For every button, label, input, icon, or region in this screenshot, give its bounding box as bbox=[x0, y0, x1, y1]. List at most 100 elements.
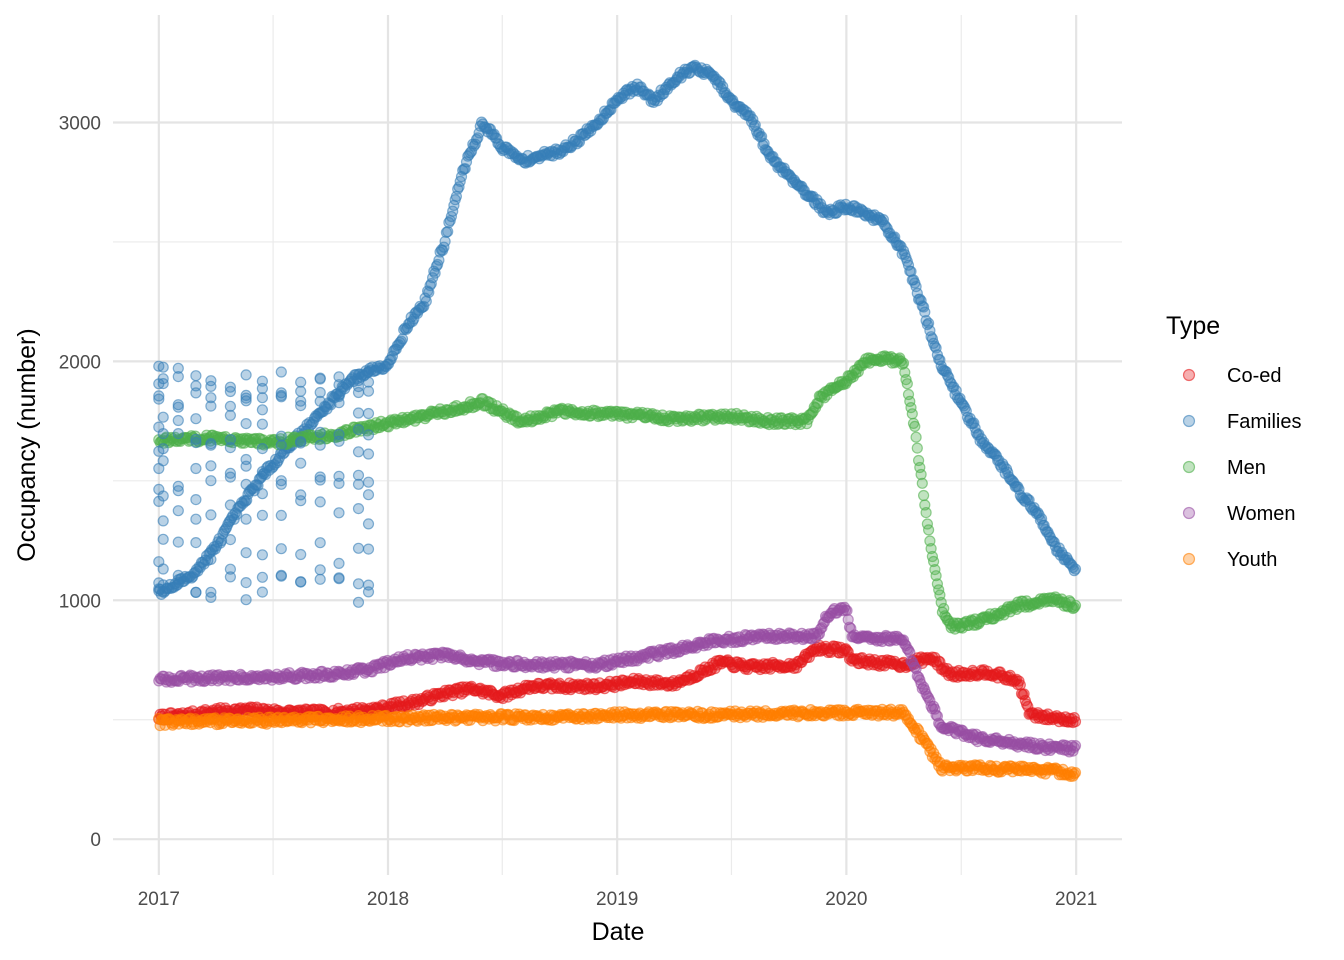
data-point bbox=[333, 557, 345, 570]
data-point bbox=[157, 533, 169, 545]
data-point bbox=[205, 586, 217, 598]
data-point bbox=[362, 518, 375, 530]
data-point bbox=[224, 499, 236, 511]
data-point bbox=[157, 563, 169, 575]
data-point bbox=[172, 480, 184, 492]
data-point bbox=[256, 571, 268, 583]
legend-key bbox=[1182, 368, 1196, 382]
data-point bbox=[295, 400, 307, 412]
x-tick-label: 2018 bbox=[367, 889, 409, 910]
data-point bbox=[314, 386, 326, 399]
data-point bbox=[897, 357, 910, 369]
x-axis-tick-labels: 2017 2018 2019 2020 2021 bbox=[138, 889, 1098, 910]
major-gridlines bbox=[113, 15, 1122, 875]
data-point bbox=[205, 475, 217, 487]
data-point bbox=[153, 390, 165, 402]
data-point bbox=[314, 439, 326, 451]
x-tick-label: 2020 bbox=[825, 889, 867, 910]
data-point bbox=[157, 428, 169, 440]
series-families-scatter bbox=[153, 360, 375, 608]
data-point bbox=[190, 370, 202, 382]
data-point bbox=[439, 235, 451, 247]
data-point bbox=[224, 434, 236, 446]
x-tick-label: 2017 bbox=[138, 889, 180, 910]
data-point bbox=[256, 375, 268, 387]
data-point bbox=[1069, 715, 1082, 728]
data-point bbox=[224, 467, 236, 479]
data-point bbox=[314, 564, 326, 576]
data-point bbox=[205, 438, 217, 450]
data-point bbox=[224, 563, 236, 575]
data-point bbox=[362, 579, 375, 591]
data-point bbox=[418, 300, 430, 313]
legend-label: Women bbox=[1227, 503, 1296, 525]
data-point bbox=[916, 477, 928, 489]
data-point bbox=[157, 579, 169, 591]
data-point bbox=[333, 391, 345, 403]
data-point bbox=[1069, 739, 1082, 752]
data-point bbox=[240, 478, 252, 490]
data-point bbox=[910, 431, 922, 443]
data-point bbox=[224, 409, 236, 421]
data-point bbox=[172, 414, 184, 427]
data-point bbox=[442, 226, 454, 238]
data-point bbox=[295, 576, 307, 588]
data-point bbox=[240, 594, 252, 606]
data-point bbox=[314, 373, 326, 385]
data-point bbox=[172, 362, 184, 374]
data-point bbox=[172, 505, 184, 517]
data-point bbox=[190, 437, 202, 449]
data-point bbox=[275, 366, 287, 378]
data-point bbox=[256, 392, 268, 404]
data-point bbox=[190, 494, 202, 506]
data-point bbox=[841, 604, 853, 617]
y-tick-label: 3000 bbox=[59, 114, 101, 135]
x-tick-label: 2021 bbox=[1055, 889, 1097, 910]
data-point bbox=[224, 400, 236, 412]
data-point bbox=[275, 430, 287, 442]
data-point bbox=[906, 408, 918, 420]
data-point bbox=[920, 506, 932, 519]
data-point bbox=[362, 407, 375, 420]
data-point bbox=[190, 536, 202, 549]
data-point bbox=[352, 542, 365, 554]
data-point bbox=[911, 442, 923, 454]
data-point bbox=[205, 509, 217, 521]
data-point bbox=[362, 365, 375, 378]
data-point bbox=[275, 475, 287, 487]
data-point bbox=[240, 453, 252, 466]
data-point bbox=[256, 488, 268, 500]
data-point bbox=[333, 477, 345, 489]
data-point bbox=[172, 536, 184, 548]
data-point bbox=[190, 462, 202, 475]
legend-label: Co-ed bbox=[1227, 365, 1281, 387]
legend-key bbox=[1182, 552, 1196, 566]
legend-title: Type bbox=[1166, 312, 1220, 340]
y-axis-tick-labels: 0 1000 2000 3000 bbox=[59, 114, 101, 852]
legend-label: Men bbox=[1227, 457, 1266, 479]
data-point bbox=[157, 361, 169, 373]
data-point bbox=[256, 466, 268, 478]
data-points bbox=[153, 59, 1082, 783]
series-families bbox=[153, 59, 1082, 601]
data-point bbox=[352, 596, 365, 608]
data-point bbox=[922, 524, 935, 536]
data-point bbox=[1069, 563, 1082, 575]
data-point bbox=[352, 381, 365, 393]
data-point bbox=[275, 509, 287, 522]
data-point bbox=[157, 411, 169, 423]
y-tick-label: 1000 bbox=[59, 591, 101, 612]
data-point bbox=[314, 573, 326, 585]
data-point bbox=[275, 387, 287, 399]
legend-key bbox=[1182, 460, 1196, 474]
data-point bbox=[275, 569, 287, 581]
data-point bbox=[901, 378, 913, 390]
data-point bbox=[205, 392, 217, 404]
data-point bbox=[352, 503, 365, 515]
data-point bbox=[333, 371, 345, 383]
data-point bbox=[362, 489, 375, 501]
x-tick-label: 2019 bbox=[596, 889, 638, 910]
data-point bbox=[352, 578, 365, 590]
data-point bbox=[362, 376, 375, 388]
